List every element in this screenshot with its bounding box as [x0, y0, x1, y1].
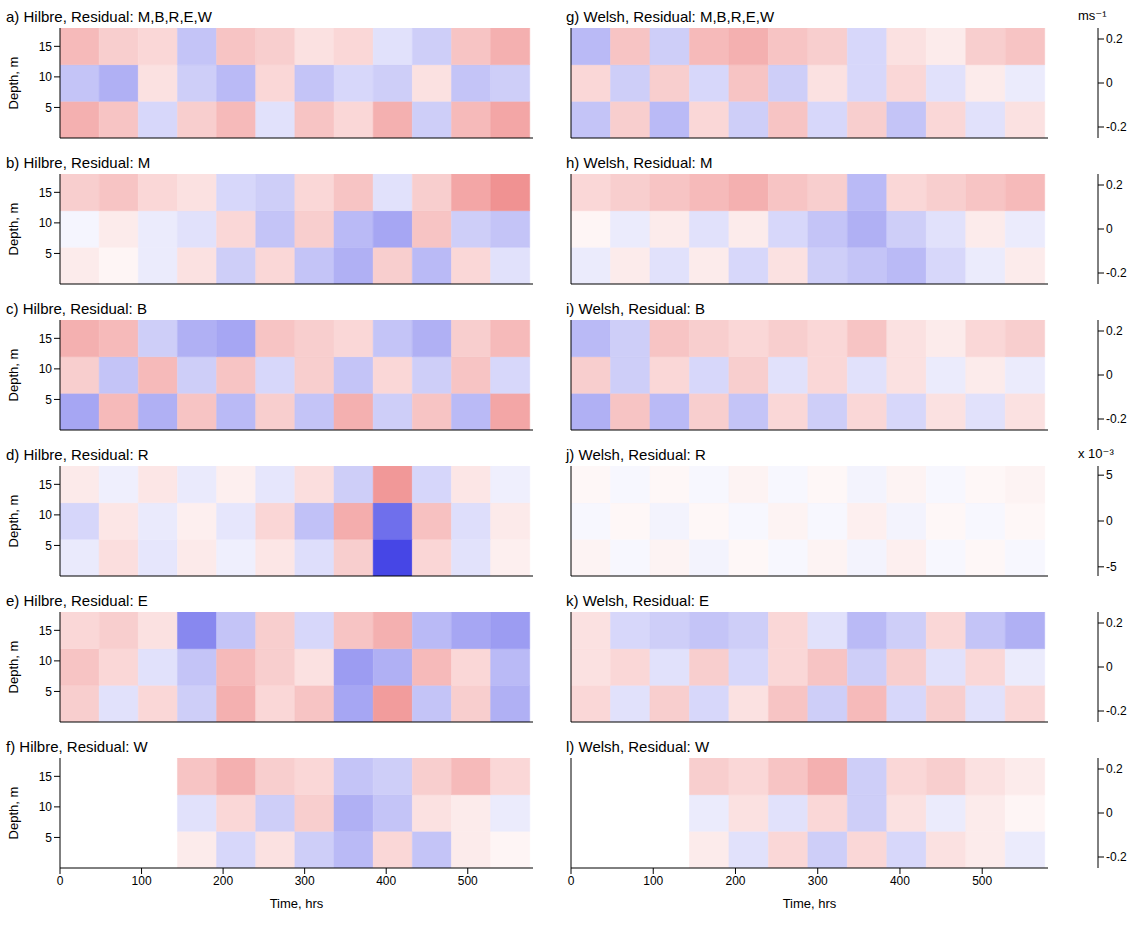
svg-text:100: 100 — [643, 874, 663, 888]
svg-text:0: 0 — [1106, 660, 1113, 674]
svg-text:0: 0 — [1106, 368, 1113, 382]
html-text:a) Hilbre, Residual: M,B,R,E,W: a) Hilbre, Residual: M,B,R,E,W — [6, 8, 212, 25]
svg-text:-0.2: -0.2 — [1106, 412, 1127, 426]
html-text:d) Hilbre, Residual: R: d) Hilbre, Residual: R — [6, 446, 149, 463]
html-text:j) Welsh, Residual: R: j) Welsh, Residual: R — [566, 446, 706, 463]
svg-text:500: 500 — [972, 874, 992, 888]
svg-text:300: 300 — [808, 874, 828, 888]
html-text:h) Welsh, Residual: M: h) Welsh, Residual: M — [566, 154, 713, 171]
svg-text:0: 0 — [1106, 76, 1113, 90]
svg-text:-0.2: -0.2 — [1106, 850, 1127, 864]
svg-text:Depth, m: Depth, m — [6, 203, 21, 256]
svg-text:15: 15 — [39, 186, 53, 200]
svg-text:0: 0 — [1106, 806, 1113, 820]
html-text:c) Hilbre, Residual: B: c) Hilbre, Residual: B — [6, 300, 147, 317]
svg-text:5: 5 — [1106, 468, 1113, 482]
svg-text:15: 15 — [39, 624, 53, 638]
svg-text:-5: -5 — [1106, 560, 1117, 574]
svg-text:0.2: 0.2 — [1106, 324, 1123, 338]
svg-text:10: 10 — [39, 216, 53, 230]
svg-text:0: 0 — [1106, 514, 1113, 528]
svg-text:Depth, m: Depth, m — [6, 495, 21, 548]
html-text:x 10⁻³: x 10⁻³ — [1078, 446, 1114, 461]
svg-text:10: 10 — [39, 70, 53, 84]
html-text:e) Hilbre, Residual: E: e) Hilbre, Residual: E — [6, 592, 148, 609]
svg-text:Depth, m: Depth, m — [6, 641, 21, 694]
svg-text:Time, hrs: Time, hrs — [783, 896, 837, 911]
svg-text:5: 5 — [45, 539, 52, 553]
svg-text:-0.2: -0.2 — [1106, 266, 1127, 280]
html-text:i) Welsh, Residual: B: i) Welsh, Residual: B — [566, 300, 705, 317]
svg-text:0.2: 0.2 — [1106, 762, 1123, 776]
html-text:k) Welsh, Residual: E: k) Welsh, Residual: E — [566, 592, 710, 609]
svg-text:15: 15 — [39, 770, 53, 784]
svg-text:5: 5 — [45, 393, 52, 407]
svg-text:300: 300 — [295, 874, 315, 888]
svg-text:500: 500 — [458, 874, 478, 888]
svg-text:Time, hrs: Time, hrs — [270, 896, 324, 911]
svg-text:5: 5 — [45, 101, 52, 115]
svg-text:0.2: 0.2 — [1106, 616, 1123, 630]
svg-text:0: 0 — [1106, 222, 1113, 236]
html-text:g) Welsh, Residual: M,B,R,E,W: g) Welsh, Residual: M,B,R,E,W — [566, 8, 775, 25]
html-text:l) Welsh, Residual: W: l) Welsh, Residual: W — [566, 738, 710, 755]
svg-text:Depth, m: Depth, m — [6, 57, 21, 110]
svg-text:400: 400 — [890, 874, 910, 888]
svg-text:200: 200 — [725, 874, 745, 888]
svg-text:10: 10 — [39, 508, 53, 522]
html-text:f) Hilbre, Residual: W: f) Hilbre, Residual: W — [6, 738, 148, 755]
svg-text:-0.2: -0.2 — [1106, 120, 1127, 134]
svg-text:Depth, m: Depth, m — [6, 787, 21, 840]
svg-text:0: 0 — [568, 874, 575, 888]
svg-text:Depth, m: Depth, m — [6, 349, 21, 402]
svg-text:400: 400 — [376, 874, 396, 888]
svg-text:5: 5 — [45, 685, 52, 699]
svg-text:100: 100 — [132, 874, 152, 888]
svg-text:15: 15 — [39, 40, 53, 54]
svg-text:200: 200 — [213, 874, 233, 888]
svg-text:5: 5 — [45, 247, 52, 261]
svg-text:0: 0 — [57, 874, 64, 888]
svg-text:10: 10 — [39, 654, 53, 668]
svg-text:10: 10 — [39, 362, 53, 376]
svg-text:10: 10 — [39, 800, 53, 814]
svg-text:5: 5 — [45, 831, 52, 845]
svg-text:15: 15 — [39, 478, 53, 492]
svg-text:15: 15 — [39, 332, 53, 346]
html-text:b) Hilbre, Residual: M: b) Hilbre, Residual: M — [6, 154, 151, 171]
svg-text:0.2: 0.2 — [1106, 32, 1123, 46]
svg-text:-0.2: -0.2 — [1106, 704, 1127, 718]
svg-text:0.2: 0.2 — [1106, 178, 1123, 192]
html-text:ms⁻¹: ms⁻¹ — [1078, 8, 1107, 23]
